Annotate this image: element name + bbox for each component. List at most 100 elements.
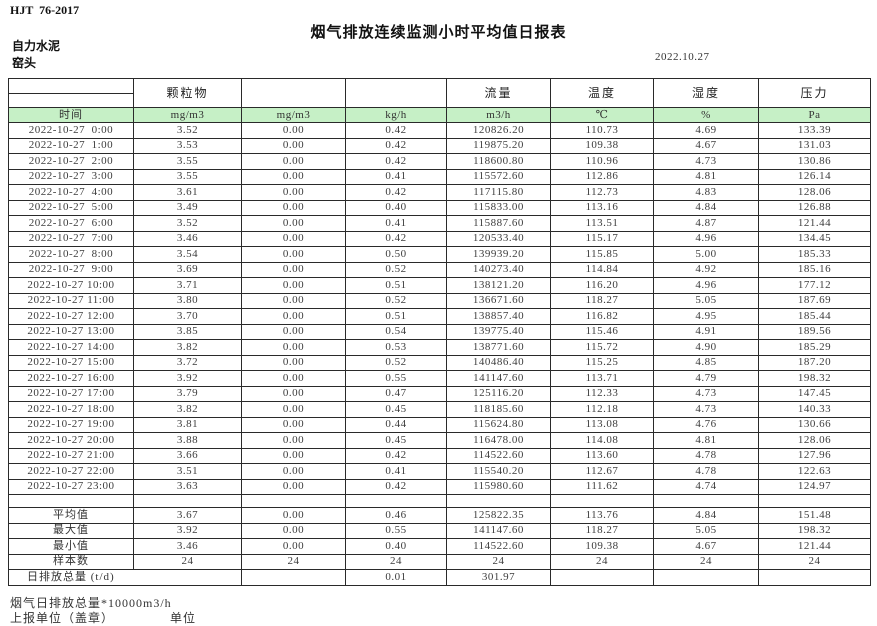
value-cell: 4.76	[653, 416, 759, 433]
daily-total-row: 日排放总量 (t/d) 0.01 301.97	[8, 569, 871, 586]
value-cell: 113.08	[550, 416, 654, 433]
value-cell: 124.97	[758, 478, 871, 495]
summary-row: 样本数 24 24 24 24 24 24 24	[8, 553, 871, 570]
value-cell: 114.84	[550, 261, 654, 278]
value-cell: 0.42	[345, 478, 447, 495]
value-cell: 112.73	[550, 184, 654, 201]
value-cell: 115572.60	[446, 168, 551, 185]
daily-total-value-cell	[550, 569, 654, 586]
value-cell: 0.00	[241, 463, 346, 480]
value-cell: 111.62	[550, 478, 654, 495]
value-cell: 113.51	[550, 215, 654, 232]
value-cell: 3.53	[133, 137, 242, 154]
header-row-parameters: 颗粒物 流量 温度 湿度 压力	[8, 78, 871, 108]
value-cell: 126.14	[758, 168, 871, 185]
value-cell: 0.00	[241, 432, 346, 449]
value-cell: 189.56	[758, 323, 871, 340]
value-cell: 0.00	[241, 323, 346, 340]
value-cell: 112.33	[550, 385, 654, 402]
table-row: 2022-10-27 9:00 3.69 0.00 0.52 140273.40 114.…	[8, 261, 871, 278]
value-cell: 0.00	[241, 385, 346, 402]
value-cell: 5.05	[653, 292, 759, 309]
summary-value-cell: 0.55	[345, 522, 447, 539]
value-cell: 3.80	[133, 292, 242, 309]
summary-row: 平均值 3.67 0.00 0.46 125822.35 113.76 4.84 151.48	[8, 507, 871, 524]
value-cell: 4.73	[653, 385, 759, 402]
spacer-cell	[758, 494, 871, 508]
value-cell: 133.39	[758, 122, 871, 139]
value-cell: 3.55	[133, 168, 242, 185]
value-cell: 3.88	[133, 432, 242, 449]
value-cell: 140.33	[758, 401, 871, 418]
value-cell: 3.51	[133, 463, 242, 480]
value-cell: 113.71	[550, 370, 654, 387]
summary-row: 最小值 3.46 0.00 0.40 114522.60 109.38 4.67 121.44	[8, 538, 871, 555]
value-cell: 0.00	[241, 416, 346, 433]
value-cell: 3.81	[133, 416, 242, 433]
summary-label-cell: 最大值	[8, 522, 134, 539]
value-cell: 0.00	[241, 137, 346, 154]
value-cell: 128.06	[758, 432, 871, 449]
header-humidity: 湿度	[653, 78, 759, 108]
value-cell: 128.06	[758, 184, 871, 201]
value-cell: 4.85	[653, 354, 759, 371]
value-cell: 113.60	[550, 447, 654, 464]
value-cell: 119875.20	[446, 137, 551, 154]
value-cell: 177.12	[758, 277, 871, 294]
value-cell: 0.47	[345, 385, 447, 402]
time-header-cell: 时间	[8, 107, 134, 123]
summary-value-cell: 0.40	[345, 538, 447, 555]
value-cell: 4.83	[653, 184, 759, 201]
value-cell: 3.54	[133, 246, 242, 263]
value-cell: 0.41	[345, 168, 447, 185]
time-cell: 2022-10-27 15:00	[8, 354, 134, 371]
spacer-cell	[550, 494, 654, 508]
time-cell: 2022-10-27 21:00	[8, 447, 134, 464]
spacer-row	[8, 494, 871, 508]
value-cell: 4.90	[653, 339, 759, 356]
value-cell: 198.32	[758, 370, 871, 387]
value-cell: 134.45	[758, 230, 871, 247]
table-row: 2022-10-27 7:00 3.46 0.00 0.42 120533.40 115.…	[8, 230, 871, 247]
value-cell: 185.44	[758, 308, 871, 325]
value-cell: 0.50	[345, 246, 447, 263]
value-cell: 4.96	[653, 230, 759, 247]
value-cell: 4.73	[653, 401, 759, 418]
value-cell: 0.00	[241, 478, 346, 495]
daily-total-value-cell: 0.01	[345, 569, 447, 586]
value-cell: 115.46	[550, 323, 654, 340]
value-cell: 112.18	[550, 401, 654, 418]
value-cell: 140273.40	[446, 261, 551, 278]
value-cell: 116.82	[550, 308, 654, 325]
summary-value-cell: 24	[653, 553, 759, 570]
summary-value-cell: 151.48	[758, 507, 871, 524]
value-cell: 131.03	[758, 137, 871, 154]
value-cell: 3.85	[133, 323, 242, 340]
value-cell: 0.42	[345, 230, 447, 247]
time-cell: 2022-10-27 5:00	[8, 199, 134, 216]
header-row-units: 时间 mg/m3 mg/m3 kg/h m3/h ℃ % Pa	[8, 107, 871, 123]
header-blank-cell	[241, 78, 346, 108]
value-cell: 4.96	[653, 277, 759, 294]
value-cell: 138121.20	[446, 277, 551, 294]
table-row: 2022-10-27 1:00 3.53 0.00 0.42 119875.20 109.…	[8, 137, 871, 154]
summary-value-cell: 121.44	[758, 538, 871, 555]
value-cell: 0.00	[241, 370, 346, 387]
summary-row: 最大值 3.92 0.00 0.55 141147.60 118.27 5.05 198.32	[8, 522, 871, 539]
value-cell: 113.16	[550, 199, 654, 216]
value-cell: 115.17	[550, 230, 654, 247]
summary-value-cell: 4.67	[653, 538, 759, 555]
value-cell: 0.51	[345, 277, 447, 294]
header-particulate: 颗粒物	[133, 78, 242, 108]
table-row: 2022-10-27 22:00 3.51 0.00 0.41 115540.20 112…	[8, 463, 871, 480]
time-cell: 2022-10-27 10:00	[8, 277, 134, 294]
value-cell: 3.70	[133, 308, 242, 325]
summary-value-cell: 118.27	[550, 522, 654, 539]
spacer-cell	[8, 494, 134, 508]
reporting-unit-label: 上报单位（盖章）	[10, 611, 115, 625]
value-cell: 115887.60	[446, 215, 551, 232]
value-cell: 4.81	[653, 168, 759, 185]
value-cell: 3.79	[133, 385, 242, 402]
summary-value-cell: 0.00	[241, 507, 346, 524]
spacer-cell	[653, 494, 759, 508]
